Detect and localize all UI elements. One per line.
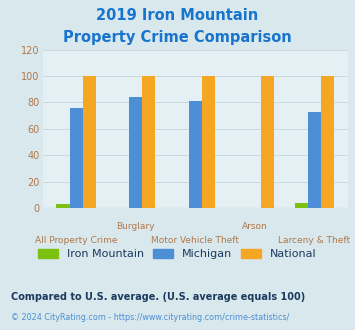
Text: Arson: Arson (242, 222, 268, 231)
Bar (70, 108, 83, 208)
Bar (129, 97, 142, 208)
Text: All Property Crime: All Property Crime (35, 236, 118, 245)
Bar (142, 76, 155, 208)
Bar (295, 203, 308, 208)
Bar (261, 76, 274, 208)
Bar (189, 101, 202, 208)
Text: Larceny & Theft: Larceny & Theft (278, 236, 350, 245)
Bar (56, 204, 70, 208)
Legend: Iron Mountain, Michigan, National: Iron Mountain, Michigan, National (34, 244, 321, 263)
Text: Compared to U.S. average. (U.S. average equals 100): Compared to U.S. average. (U.S. average … (11, 292, 305, 302)
Bar (308, 112, 321, 208)
Bar (83, 76, 96, 208)
Bar (321, 76, 334, 208)
Bar (202, 76, 215, 208)
Text: 2019 Iron Mountain: 2019 Iron Mountain (96, 8, 259, 23)
Text: Property Crime Comparison: Property Crime Comparison (63, 30, 292, 45)
Text: © 2024 CityRating.com - https://www.cityrating.com/crime-statistics/: © 2024 CityRating.com - https://www.city… (11, 314, 289, 322)
Text: Burglary: Burglary (116, 222, 155, 231)
Text: Motor Vehicle Theft: Motor Vehicle Theft (151, 236, 239, 245)
